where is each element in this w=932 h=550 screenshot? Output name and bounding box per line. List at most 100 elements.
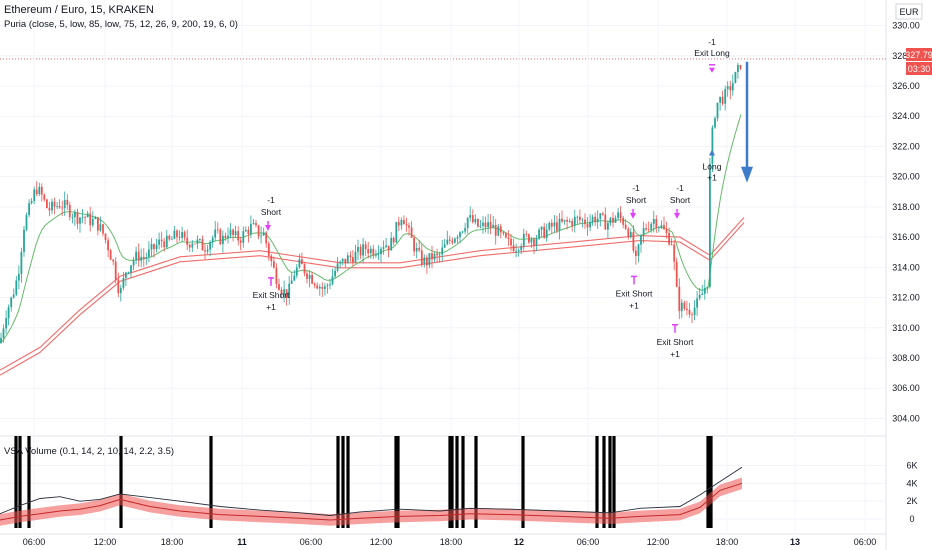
candle-body xyxy=(326,285,329,287)
candle-body xyxy=(655,219,658,228)
climax-volume-bar xyxy=(474,436,478,528)
candle-body xyxy=(471,215,474,223)
climax-volume-bar xyxy=(119,436,123,528)
climax-volume-bar xyxy=(394,436,398,528)
candle-body xyxy=(25,215,28,230)
candle-body xyxy=(316,285,319,289)
candle-body xyxy=(48,208,51,211)
candle-body xyxy=(494,224,497,236)
candle-body xyxy=(86,213,89,218)
volume-tick-label: 4K xyxy=(906,478,917,488)
time-tick-label: 11 xyxy=(237,537,247,547)
candle-body xyxy=(244,229,247,232)
climax-volume-bar xyxy=(209,436,213,528)
candle-body xyxy=(441,247,444,255)
candle-body xyxy=(46,199,48,208)
candle-body xyxy=(408,225,410,228)
candle-body xyxy=(53,201,56,207)
candle-body xyxy=(262,232,265,236)
candle-body xyxy=(627,228,630,238)
candle-body xyxy=(566,219,568,222)
candle-body xyxy=(431,253,433,260)
candle-body xyxy=(127,272,130,273)
candle-body xyxy=(222,235,224,244)
candle-body xyxy=(568,221,571,222)
volume-upper-line xyxy=(0,466,743,516)
candle-body xyxy=(344,258,347,264)
signal-label: Exit Short xyxy=(616,288,653,298)
candle-body xyxy=(535,238,538,246)
candle-body xyxy=(696,298,698,308)
candle-body xyxy=(56,206,58,207)
price-tick-label: 316.00 xyxy=(892,232,920,242)
candle-body xyxy=(499,226,502,233)
candle-body xyxy=(255,223,257,226)
candle-body xyxy=(102,224,104,234)
signal-label: Exit Long xyxy=(694,48,730,58)
candle-body xyxy=(670,244,673,246)
currency-label: EUR xyxy=(899,7,919,17)
candle-body xyxy=(306,273,308,279)
candle-body xyxy=(614,218,617,223)
climax-volume-bar xyxy=(450,436,454,528)
candle-body xyxy=(331,276,334,285)
candle-body xyxy=(400,219,403,226)
candle-body xyxy=(403,219,405,225)
candle-body xyxy=(622,218,625,225)
candle-body xyxy=(675,261,678,287)
candle-body xyxy=(163,241,166,248)
signal-label: -1 xyxy=(676,183,684,193)
candle-body xyxy=(448,239,451,241)
candle-body xyxy=(737,65,739,72)
candle-body xyxy=(193,243,196,245)
candle-body xyxy=(691,314,693,316)
price-tick-label: 320.00 xyxy=(892,172,920,182)
short-signal-marker xyxy=(630,212,636,219)
currency-button[interactable] xyxy=(895,3,923,20)
candle-body xyxy=(538,229,540,239)
candle-body xyxy=(219,229,222,245)
candle-body xyxy=(117,279,120,294)
time-tick-label: 18:00 xyxy=(161,537,184,547)
candle-body xyxy=(446,239,449,245)
candle-body xyxy=(372,248,375,256)
candle-body xyxy=(362,244,364,256)
candle-body xyxy=(369,248,372,254)
candle-body xyxy=(377,254,380,255)
candle-body xyxy=(191,243,194,248)
candle-body xyxy=(308,275,311,279)
candle-body xyxy=(716,102,719,119)
climax-volume-bar xyxy=(341,436,345,528)
candle-body xyxy=(701,293,704,295)
candle-body xyxy=(413,237,415,252)
candle-body xyxy=(601,213,604,215)
candle-body xyxy=(609,217,612,223)
candle-body xyxy=(23,229,25,252)
price-tick-label: 326.00 xyxy=(892,81,920,91)
time-tick-label: 13 xyxy=(790,537,800,547)
candle-body xyxy=(461,231,464,233)
candle-body xyxy=(522,233,525,247)
candle-body xyxy=(520,246,523,251)
candle-body xyxy=(459,232,461,238)
candle-body xyxy=(234,231,237,235)
time-tick-label: 06:00 xyxy=(577,537,600,547)
candle-body xyxy=(28,203,30,216)
candle-body xyxy=(731,83,734,91)
candle-body xyxy=(706,286,709,288)
candle-body xyxy=(206,249,209,252)
candle-body xyxy=(624,224,627,229)
price-tick-label: 318.00 xyxy=(892,202,920,212)
climax-volume-bar xyxy=(18,436,22,528)
candle-body xyxy=(591,216,594,222)
candle-body xyxy=(295,267,298,276)
candle-body xyxy=(130,265,132,273)
candle-body xyxy=(390,238,393,251)
candle-body xyxy=(415,248,418,252)
candle-body xyxy=(145,257,148,259)
candle-body xyxy=(158,239,160,245)
candle-body xyxy=(563,219,566,222)
candle-body xyxy=(68,204,71,218)
candle-body xyxy=(324,286,326,289)
